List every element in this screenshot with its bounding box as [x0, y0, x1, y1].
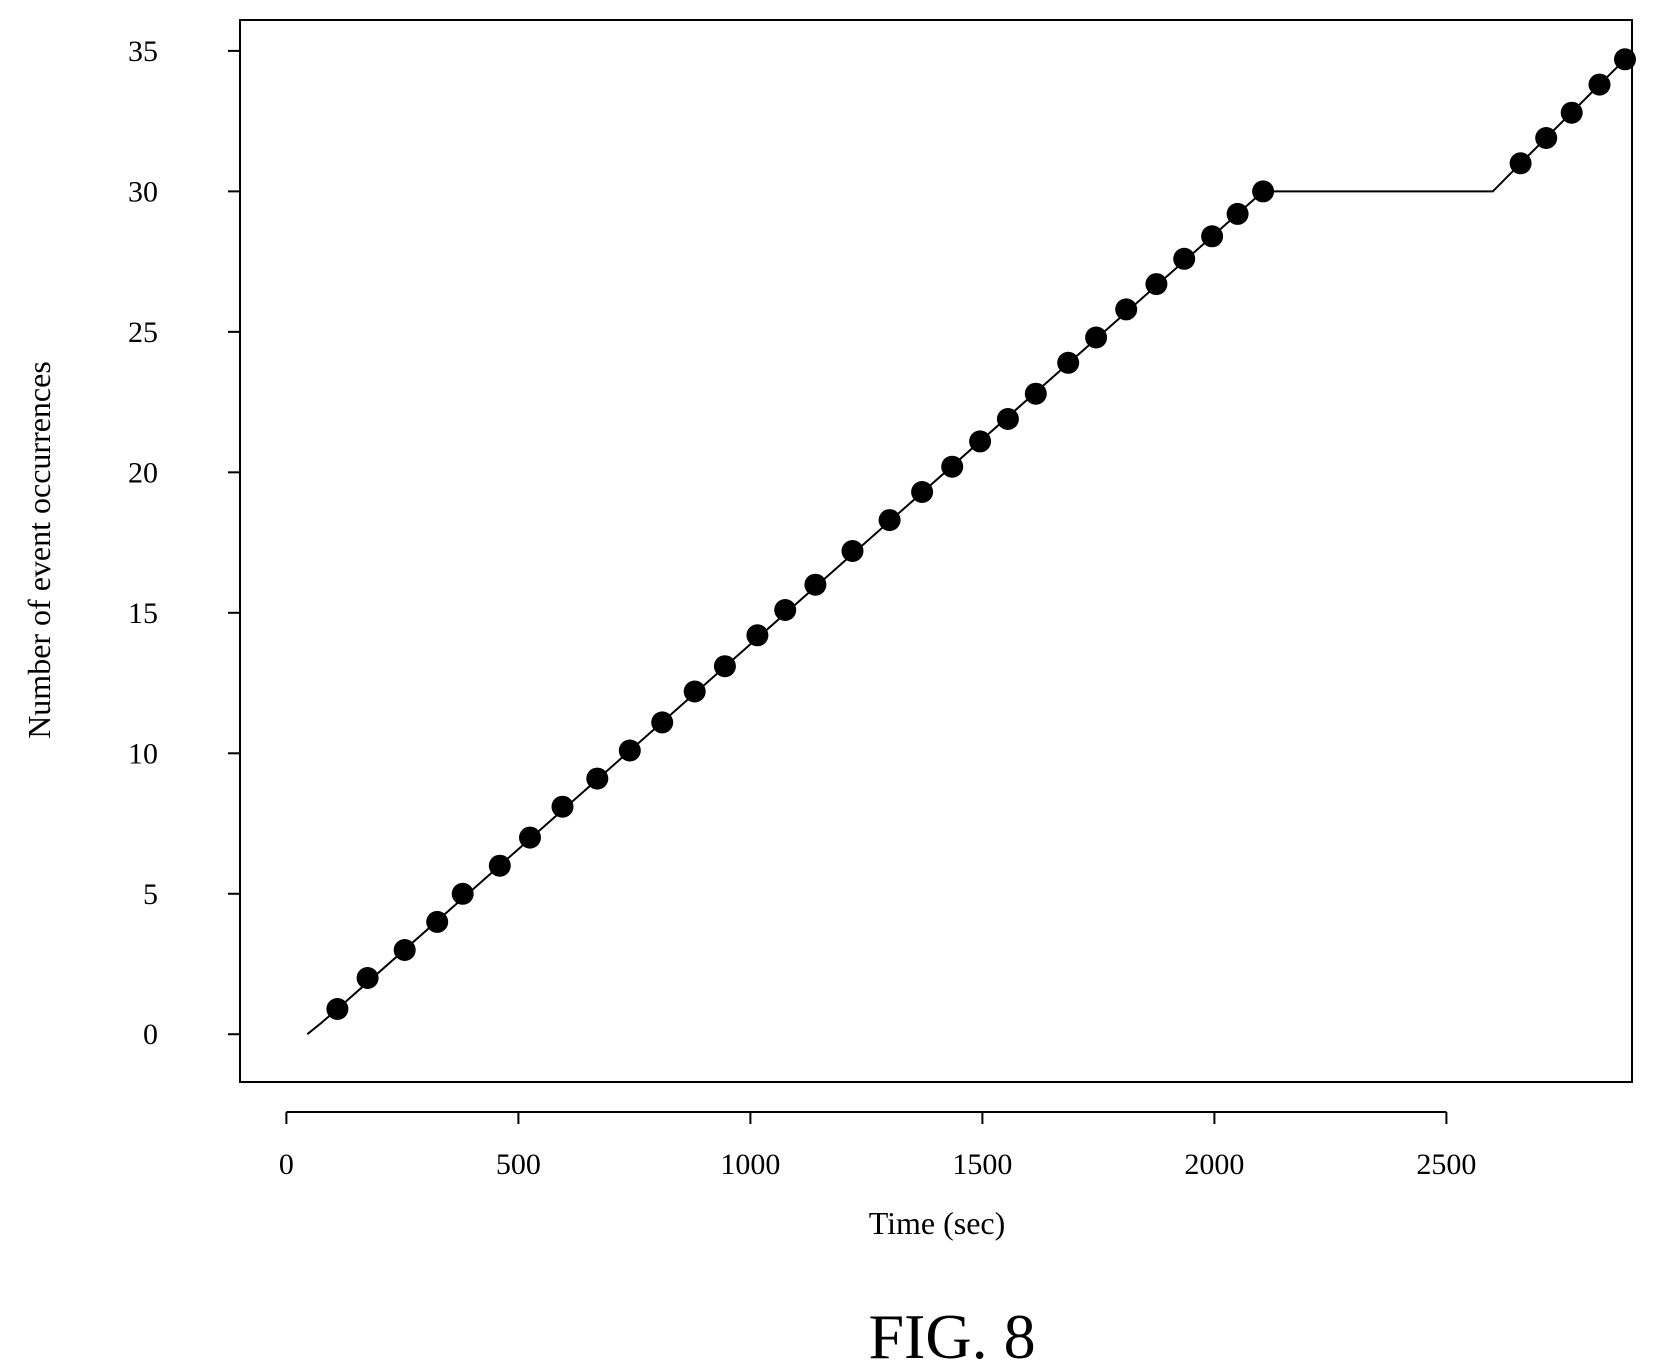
data-point [451, 882, 474, 905]
x-axis: 0 500 1000 1500 2000 2500 [279, 1111, 1476, 1181]
data-point [1560, 101, 1583, 124]
data-point [618, 739, 641, 762]
data-point [586, 767, 609, 790]
y-tick-label: 15 [128, 597, 158, 630]
data-point [651, 711, 674, 734]
data-point [1057, 351, 1080, 374]
data-point [911, 481, 934, 503]
x-tick-label: 500 [496, 1148, 541, 1181]
y-tick-label: 10 [128, 737, 158, 770]
x-tick-label: 1000 [720, 1148, 780, 1181]
data-point [519, 826, 541, 849]
y-axis-title: Number of event occurrences [21, 361, 57, 739]
data-point [941, 455, 964, 478]
x-tick-label: 2000 [1184, 1148, 1244, 1181]
data-point [326, 998, 349, 1020]
data-point [488, 854, 511, 877]
data-point [804, 573, 827, 596]
y-tick-label: 30 [128, 175, 158, 208]
data-point [1145, 273, 1168, 296]
x-tick-label: 1500 [952, 1148, 1012, 1181]
data-point [356, 967, 379, 989]
figure-caption: FIG. 8 [868, 1301, 1035, 1369]
y-axis: 0 5 10 15 20 25 30 35 [128, 35, 240, 1051]
data-point [746, 624, 769, 647]
y-tick-label: 20 [128, 456, 158, 489]
data-point [996, 408, 1019, 430]
data-point [1535, 127, 1558, 149]
data-point [426, 910, 449, 933]
data-point [774, 599, 797, 621]
data-point [1024, 382, 1047, 405]
y-tick-label: 25 [128, 316, 158, 349]
data-point [1085, 326, 1108, 349]
data-points [326, 48, 1636, 1020]
data-point [841, 540, 864, 562]
x-tick-label: 0 [279, 1148, 294, 1181]
data-point [878, 509, 901, 532]
data-point [1509, 152, 1532, 175]
data-point [1115, 298, 1138, 321]
data-point [551, 795, 574, 818]
data-point [1252, 180, 1275, 203]
data-point [1173, 247, 1196, 270]
y-tick-label: 0 [143, 1018, 158, 1051]
x-tick-label: 2500 [1416, 1148, 1476, 1181]
data-point [713, 655, 736, 678]
data-point [1226, 202, 1249, 225]
series-line [306, 58, 1626, 1035]
y-tick-label: 35 [128, 35, 158, 68]
data-point [393, 939, 416, 961]
y-tick-label: 5 [143, 878, 158, 911]
data-point [1201, 225, 1224, 248]
data-point [683, 680, 706, 703]
data-point [1614, 48, 1636, 71]
data-point [1588, 73, 1611, 96]
data-point [969, 430, 992, 453]
plot-frame [239, 19, 1633, 1083]
x-axis-title: Time (sec) [869, 1205, 1006, 1241]
